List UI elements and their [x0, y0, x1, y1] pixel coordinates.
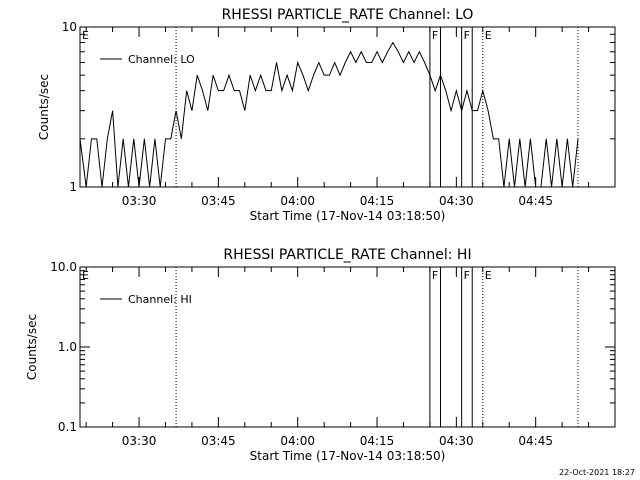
x-tick-label: 04:00: [280, 434, 315, 448]
flag-label: F: [464, 29, 470, 42]
flag-label: E: [485, 29, 492, 42]
x-tick-label: 03:45: [201, 434, 236, 448]
y-tick-label: 1: [69, 180, 77, 194]
y-tick-label: 0.1: [58, 420, 77, 434]
x-tick-label: 04:30: [439, 194, 474, 208]
legend-label: Channel: LO: [128, 53, 195, 66]
flag-label: F: [464, 269, 470, 282]
x-tick-label: 04:45: [518, 434, 553, 448]
series-line: [79, 41, 579, 188]
footer-timestamp: 22-Oct-2021 18:27: [559, 468, 635, 477]
flag-label: E: [82, 29, 89, 42]
flag-label: F: [432, 29, 438, 42]
chart-title: RHESSI PARTICLE_RATE Channel: HI: [223, 247, 471, 263]
x-tick-label: 03:30: [122, 194, 157, 208]
x-tick-label: 04:45: [518, 194, 553, 208]
flag-label: E: [485, 269, 492, 282]
flag-label: F: [432, 269, 438, 282]
x-tick-label: 03:30: [122, 434, 157, 448]
flag-label: E: [82, 269, 89, 282]
chart-panel-lo: RHESSI PARTICLE_RATE Channel: LO 03:30 03:…: [37, 7, 616, 223]
y-axis-label: Counts/sec: [37, 74, 51, 140]
y-tick-label: 10.0: [50, 260, 77, 274]
chart-title: RHESSI PARTICLE_RATE Channel: LO: [222, 7, 474, 23]
x-axis-label: Start Time (17-Nov-14 03:18:50): [250, 449, 446, 463]
x-tick-label: 04:15: [360, 434, 395, 448]
x-tick-label: 04:00: [280, 194, 315, 208]
x-tick-label: 04:30: [439, 434, 474, 448]
y-tick-label: 1.0: [58, 340, 77, 354]
legend-label: Channel: HI: [128, 293, 192, 306]
x-tick-label: 03:45: [201, 194, 236, 208]
x-axis-label: Start Time (17-Nov-14 03:18:50): [250, 209, 446, 223]
chart-panel-hi: RHESSI PARTICLE_RATE Channel: HI 03:30 03:…: [25, 247, 616, 463]
x-tick-label: 04:15: [360, 194, 395, 208]
plot-frame: [79, 26, 616, 188]
plot-frame: [79, 266, 616, 428]
y-axis-label: Counts/sec: [25, 314, 39, 380]
y-tick-label: 10: [62, 20, 77, 34]
